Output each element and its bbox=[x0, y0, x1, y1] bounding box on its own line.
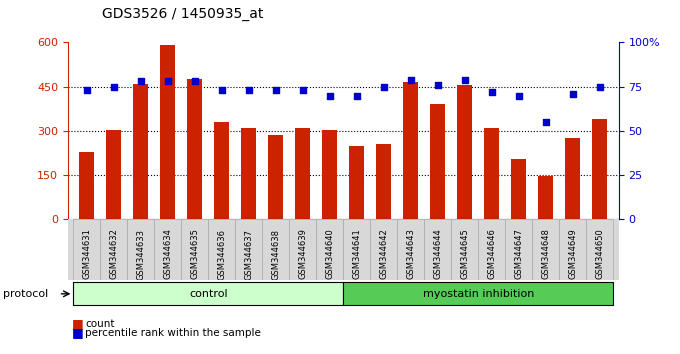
Point bbox=[243, 87, 254, 93]
Bar bbox=[322, 130, 337, 219]
Bar bbox=[241, 128, 256, 219]
Bar bbox=[505, 219, 532, 280]
Point bbox=[486, 89, 497, 95]
Bar bbox=[269, 135, 284, 219]
Point bbox=[568, 91, 579, 97]
Bar bbox=[262, 219, 290, 280]
Text: GSM344637: GSM344637 bbox=[244, 229, 254, 280]
Text: GSM344642: GSM344642 bbox=[379, 229, 388, 279]
Bar bbox=[188, 79, 203, 219]
Text: count: count bbox=[85, 319, 114, 329]
Text: GSM344646: GSM344646 bbox=[488, 229, 496, 279]
Bar bbox=[101, 219, 127, 280]
Bar bbox=[511, 159, 526, 219]
Bar bbox=[371, 219, 397, 280]
Point bbox=[163, 79, 173, 84]
Bar bbox=[208, 219, 235, 280]
Point bbox=[190, 79, 201, 84]
Bar bbox=[154, 219, 182, 280]
Text: protocol: protocol bbox=[3, 289, 49, 299]
Bar bbox=[235, 219, 262, 280]
Bar bbox=[127, 219, 154, 280]
Point bbox=[135, 79, 146, 84]
Text: GDS3526 / 1450935_at: GDS3526 / 1450935_at bbox=[102, 7, 263, 21]
Text: GSM344645: GSM344645 bbox=[460, 229, 469, 279]
Bar bbox=[107, 130, 121, 219]
Text: GSM344636: GSM344636 bbox=[218, 229, 226, 280]
Text: GSM344639: GSM344639 bbox=[299, 229, 307, 279]
Text: GSM344647: GSM344647 bbox=[514, 229, 524, 279]
Bar bbox=[397, 219, 424, 280]
Bar bbox=[343, 282, 613, 305]
Bar bbox=[403, 82, 418, 219]
Point bbox=[594, 84, 605, 90]
Text: GSM344638: GSM344638 bbox=[271, 229, 280, 280]
Text: ■: ■ bbox=[71, 326, 83, 339]
Bar bbox=[377, 144, 391, 219]
Point bbox=[352, 93, 362, 98]
Point bbox=[541, 119, 551, 125]
Bar bbox=[452, 219, 479, 280]
Bar bbox=[458, 85, 473, 219]
Bar bbox=[424, 219, 452, 280]
Text: GSM344631: GSM344631 bbox=[82, 229, 91, 279]
Bar bbox=[343, 219, 371, 280]
Bar bbox=[73, 219, 101, 280]
Bar bbox=[73, 282, 343, 305]
Point bbox=[324, 93, 335, 98]
Point bbox=[460, 77, 471, 82]
Text: GSM344650: GSM344650 bbox=[596, 229, 605, 279]
Bar bbox=[566, 138, 580, 219]
Text: GSM344633: GSM344633 bbox=[137, 229, 146, 280]
Point bbox=[379, 84, 390, 90]
Bar bbox=[586, 219, 613, 280]
Text: control: control bbox=[189, 289, 228, 299]
Point bbox=[297, 87, 308, 93]
Point bbox=[216, 87, 227, 93]
Text: GSM344640: GSM344640 bbox=[326, 229, 335, 279]
Bar bbox=[592, 119, 607, 219]
Bar bbox=[539, 176, 554, 219]
Bar bbox=[316, 219, 343, 280]
Bar bbox=[182, 219, 208, 280]
Text: GSM344643: GSM344643 bbox=[407, 229, 415, 279]
Bar bbox=[296, 128, 310, 219]
Text: ■: ■ bbox=[71, 318, 83, 330]
Bar bbox=[430, 104, 445, 219]
Point bbox=[432, 82, 443, 88]
Text: myostatin inhibition: myostatin inhibition bbox=[423, 289, 534, 299]
Text: GSM344641: GSM344641 bbox=[352, 229, 361, 279]
Bar bbox=[290, 219, 316, 280]
Point bbox=[271, 87, 282, 93]
Text: GSM344634: GSM344634 bbox=[163, 229, 173, 279]
Text: GSM344635: GSM344635 bbox=[190, 229, 199, 279]
Bar bbox=[80, 152, 95, 219]
Bar bbox=[133, 84, 148, 219]
Text: percentile rank within the sample: percentile rank within the sample bbox=[85, 328, 261, 338]
Bar bbox=[214, 122, 229, 219]
Bar bbox=[532, 219, 560, 280]
Bar bbox=[160, 45, 175, 219]
Point bbox=[405, 77, 416, 82]
Text: GSM344649: GSM344649 bbox=[568, 229, 577, 279]
Bar bbox=[479, 219, 505, 280]
Point bbox=[513, 93, 524, 98]
Text: GSM344632: GSM344632 bbox=[109, 229, 118, 279]
Bar bbox=[484, 128, 499, 219]
Text: GSM344644: GSM344644 bbox=[433, 229, 443, 279]
Point bbox=[109, 84, 120, 90]
Point bbox=[82, 87, 92, 93]
Text: GSM344648: GSM344648 bbox=[541, 229, 550, 279]
Bar bbox=[560, 219, 586, 280]
Bar bbox=[350, 146, 364, 219]
